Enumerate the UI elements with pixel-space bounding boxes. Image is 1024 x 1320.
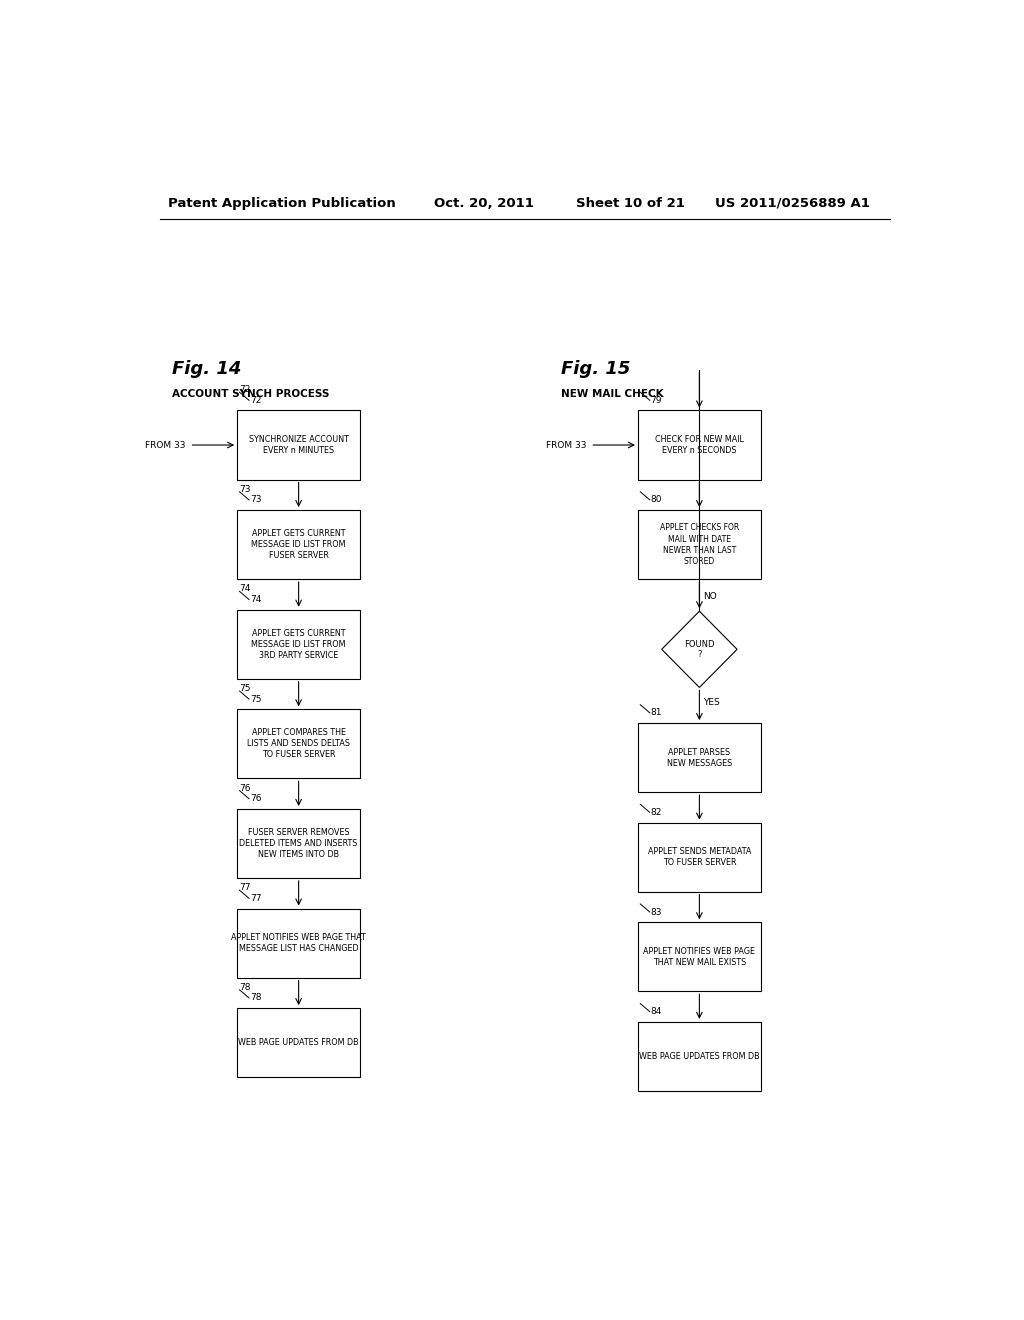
- Text: APPLET NOTIFIES WEB PAGE
THAT NEW MAIL EXISTS: APPLET NOTIFIES WEB PAGE THAT NEW MAIL E…: [643, 946, 756, 966]
- Text: ACCOUNT SYNCH PROCESS: ACCOUNT SYNCH PROCESS: [172, 389, 329, 399]
- Text: 74: 74: [250, 595, 261, 605]
- Text: Fig. 15: Fig. 15: [560, 360, 630, 378]
- Text: 78: 78: [250, 994, 261, 1002]
- FancyBboxPatch shape: [238, 411, 360, 479]
- Text: Sheet 10 of 21: Sheet 10 of 21: [577, 197, 685, 210]
- Text: APPLET COMPARES THE
LISTS AND SENDS DELTAS
TO FUSER SERVER: APPLET COMPARES THE LISTS AND SENDS DELT…: [247, 729, 350, 759]
- Text: 80: 80: [650, 495, 663, 504]
- Text: FROM 33: FROM 33: [145, 441, 185, 450]
- Text: 77: 77: [250, 894, 261, 903]
- Text: WEB PAGE UPDATES FROM DB: WEB PAGE UPDATES FROM DB: [239, 1038, 359, 1047]
- Text: 74: 74: [240, 585, 251, 594]
- Text: 81: 81: [650, 709, 663, 717]
- Text: SYNCHRONIZE ACCOUNT
EVERY n MINUTES: SYNCHRONIZE ACCOUNT EVERY n MINUTES: [249, 436, 348, 455]
- Text: 72: 72: [250, 396, 261, 405]
- Text: Fig. 14: Fig. 14: [172, 360, 241, 378]
- Text: YES: YES: [703, 697, 720, 706]
- Polygon shape: [662, 611, 737, 688]
- Text: APPLET PARSES
NEW MESSAGES: APPLET PARSES NEW MESSAGES: [667, 747, 732, 768]
- Text: Patent Application Publication: Patent Application Publication: [168, 197, 395, 210]
- FancyBboxPatch shape: [638, 1022, 761, 1090]
- FancyBboxPatch shape: [638, 510, 761, 579]
- Text: APPLET CHECKS FOR
MAIL WITH DATE
NEWER THAN LAST
STORED: APPLET CHECKS FOR MAIL WITH DATE NEWER T…: [659, 524, 739, 566]
- FancyBboxPatch shape: [238, 709, 360, 779]
- FancyBboxPatch shape: [238, 510, 360, 579]
- Text: WEB PAGE UPDATES FROM DB: WEB PAGE UPDATES FROM DB: [639, 1052, 760, 1061]
- FancyBboxPatch shape: [638, 411, 761, 479]
- Text: FUSER SERVER REMOVES
DELETED ITEMS AND INSERTS
NEW ITEMS INTO DB: FUSER SERVER REMOVES DELETED ITEMS AND I…: [240, 828, 357, 859]
- Text: 77: 77: [240, 883, 251, 892]
- Text: 82: 82: [650, 808, 662, 817]
- Text: APPLET GETS CURRENT
MESSAGE ID LIST FROM
3RD PARTY SERVICE: APPLET GETS CURRENT MESSAGE ID LIST FROM…: [251, 628, 346, 660]
- Text: 84: 84: [650, 1007, 662, 1016]
- Text: APPLET NOTIFIES WEB PAGE THAT
MESSAGE LIST HAS CHANGED: APPLET NOTIFIES WEB PAGE THAT MESSAGE LI…: [231, 933, 366, 953]
- Text: 76: 76: [240, 784, 251, 792]
- FancyBboxPatch shape: [638, 822, 761, 892]
- Text: 78: 78: [240, 983, 251, 991]
- Text: 73: 73: [240, 484, 251, 494]
- Text: 72: 72: [240, 385, 251, 395]
- FancyBboxPatch shape: [238, 1008, 360, 1077]
- Text: CHECK FOR NEW MAIL
EVERY n SECONDS: CHECK FOR NEW MAIL EVERY n SECONDS: [655, 436, 743, 455]
- FancyBboxPatch shape: [238, 809, 360, 878]
- Text: NEW MAIL CHECK: NEW MAIL CHECK: [560, 389, 664, 399]
- Text: US 2011/0256889 A1: US 2011/0256889 A1: [715, 197, 870, 210]
- Text: APPLET GETS CURRENT
MESSAGE ID LIST FROM
FUSER SERVER: APPLET GETS CURRENT MESSAGE ID LIST FROM…: [251, 529, 346, 560]
- Text: Oct. 20, 2011: Oct. 20, 2011: [433, 197, 534, 210]
- Text: FROM 33: FROM 33: [546, 441, 587, 450]
- FancyBboxPatch shape: [238, 610, 360, 678]
- Text: APPLET SENDS METADATA
TO FUSER SERVER: APPLET SENDS METADATA TO FUSER SERVER: [648, 847, 751, 867]
- Text: 83: 83: [650, 908, 663, 916]
- Text: 76: 76: [250, 795, 261, 804]
- FancyBboxPatch shape: [638, 923, 761, 991]
- Text: 79: 79: [650, 396, 663, 405]
- Text: 75: 75: [240, 684, 251, 693]
- Text: 73: 73: [250, 495, 261, 504]
- FancyBboxPatch shape: [638, 723, 761, 792]
- FancyBboxPatch shape: [238, 908, 360, 978]
- Text: NO: NO: [703, 593, 717, 601]
- Text: 75: 75: [250, 694, 261, 704]
- Text: FOUND
?: FOUND ?: [684, 640, 715, 659]
